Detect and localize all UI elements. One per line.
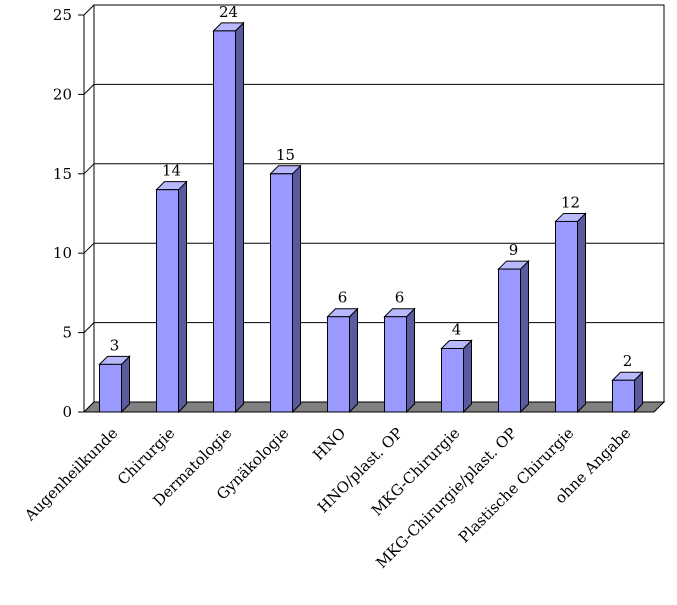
data-label: 3 — [110, 336, 120, 354]
bar-front — [498, 268, 521, 413]
gridline-diagonal — [83, 163, 95, 175]
gridline-diagonal — [83, 242, 95, 254]
data-label: 15 — [276, 146, 295, 164]
y-tick-label: 10 — [53, 244, 72, 262]
bar-front — [213, 30, 236, 413]
bar-side — [349, 307, 358, 414]
bar-front — [555, 220, 578, 413]
bar — [269, 164, 302, 414]
chart-bars — [98, 21, 644, 414]
bar — [212, 21, 245, 414]
bar-front — [441, 347, 464, 413]
bar-front — [612, 379, 635, 413]
bar-side — [520, 259, 529, 414]
bar — [554, 212, 587, 414]
gridline-diagonal — [83, 322, 95, 333]
data-label: 4 — [452, 320, 462, 338]
y-tick-label: 25 — [53, 6, 72, 24]
data-label: 12 — [561, 193, 580, 211]
data-label: 24 — [219, 3, 238, 21]
data-label: 6 — [338, 289, 348, 307]
bar-side — [463, 339, 472, 414]
bar — [497, 259, 530, 414]
bar-front — [99, 363, 122, 413]
y-tick-label: 20 — [53, 85, 72, 103]
y-tick-label: 15 — [53, 165, 72, 183]
data-label: 6 — [395, 289, 405, 307]
gridline-diagonal — [83, 4, 95, 16]
bar-side — [178, 180, 187, 414]
y-tick-label: 0 — [62, 403, 72, 421]
gridline-diagonal — [83, 84, 95, 95]
data-label: 9 — [509, 241, 519, 259]
bar — [326, 307, 359, 414]
bar-side — [121, 355, 130, 414]
bar — [440, 339, 473, 414]
data-label: 2 — [623, 352, 633, 370]
bar-side — [235, 21, 244, 414]
bar-front — [327, 316, 350, 413]
bar-side — [406, 307, 415, 414]
category-label: HNO — [309, 424, 349, 464]
y-axis: 0 5 10 15 20 25 — [53, 6, 85, 421]
bar-front — [156, 189, 179, 413]
bar-front — [384, 316, 407, 413]
category-label: Plastische Chirurgie — [455, 424, 577, 546]
data-label: 14 — [162, 162, 181, 180]
bar — [98, 355, 131, 414]
category-label: Augenheilkunde — [20, 424, 121, 525]
bar — [155, 180, 188, 414]
bar — [383, 307, 416, 414]
bar-side — [292, 164, 301, 414]
bar-side — [577, 212, 586, 414]
bar-front — [270, 173, 293, 413]
y-tick-label: 5 — [62, 324, 72, 342]
bar — [611, 371, 644, 414]
